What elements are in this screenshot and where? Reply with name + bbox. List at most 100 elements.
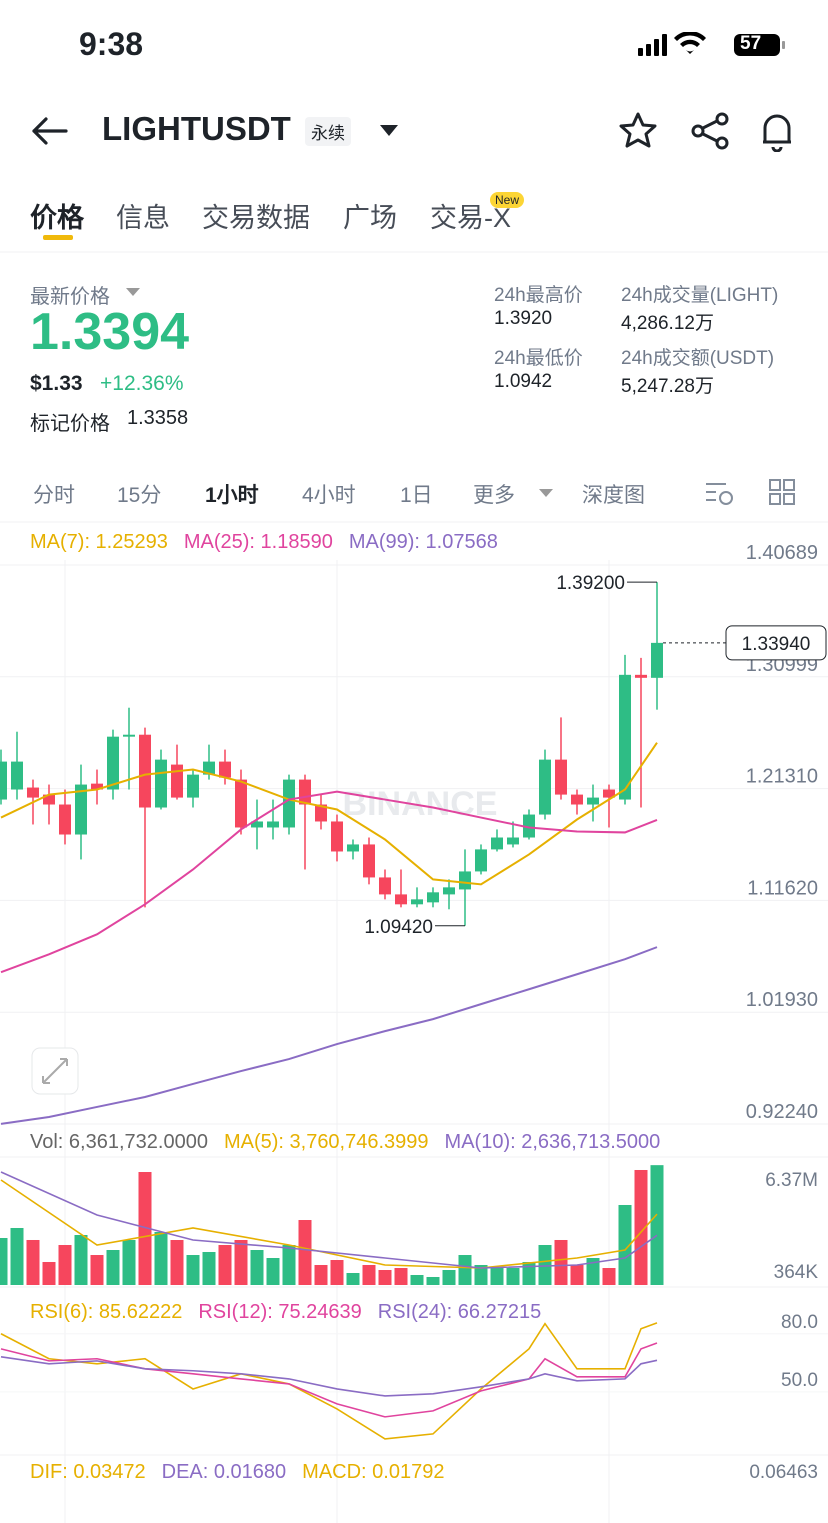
candle-body xyxy=(235,779,247,828)
volume-bar xyxy=(458,1255,472,1285)
candle-body xyxy=(635,674,647,678)
legend-item: MA(99): 1.07568 xyxy=(349,531,498,553)
volume-bar xyxy=(298,1220,312,1285)
indicator-line xyxy=(0,946,658,1125)
symbol-dropdown[interactable] xyxy=(378,122,400,138)
interval[interactable]: 深度图 xyxy=(582,484,645,507)
back-button[interactable] xyxy=(30,114,70,148)
alert-button[interactable] xyxy=(763,114,791,152)
status-icons xyxy=(638,32,785,56)
indicator-line xyxy=(0,1171,658,1269)
stat-label: 24h最低价 xyxy=(494,348,583,369)
price-label-dropdown[interactable] xyxy=(125,286,141,298)
high-label: 1.39200 xyxy=(556,573,625,594)
volume-bar xyxy=(634,1169,648,1285)
legend-item: DIF: 0.03472 xyxy=(30,1461,146,1483)
candle-body xyxy=(395,894,407,905)
candle-body xyxy=(619,674,631,800)
watermark: BINANCE xyxy=(343,785,498,823)
stat-value: 1.0942 xyxy=(494,371,553,392)
candle-body xyxy=(155,759,167,808)
volume-bar xyxy=(26,1239,40,1285)
volume-bar xyxy=(74,1235,88,1285)
candle-body xyxy=(539,759,551,815)
y-tick-label: 1.40689 xyxy=(746,542,818,564)
expand-button[interactable] xyxy=(31,1047,79,1095)
volume-bar xyxy=(202,1251,216,1285)
volume-bar xyxy=(410,1274,424,1285)
y-tick-label: 50.0 xyxy=(781,1370,818,1391)
legend-item: MA(7): 1.25293 xyxy=(30,531,168,553)
low-label: 1.09420 xyxy=(364,917,433,938)
favorite-button[interactable] xyxy=(619,112,657,148)
candle-body xyxy=(507,837,519,845)
volume-bar xyxy=(0,1237,8,1285)
volume-bar xyxy=(234,1239,248,1285)
interval[interactable]: 1日 xyxy=(400,484,433,507)
volume-bar xyxy=(106,1249,120,1285)
candle-body xyxy=(219,761,231,778)
volume-bar xyxy=(362,1264,376,1285)
volume-bar xyxy=(170,1239,184,1285)
volume-bar xyxy=(10,1227,24,1285)
mark-price: 1.3358 xyxy=(127,407,189,429)
candle-body xyxy=(379,877,391,895)
candle-body xyxy=(187,774,199,798)
symbol[interactable]: LIGHTUSDT xyxy=(102,110,291,147)
legend-item: MA(25): 1.18590 xyxy=(184,531,333,553)
tab[interactable]: 价格 xyxy=(30,203,84,233)
volume-bar xyxy=(330,1260,344,1285)
tab[interactable]: 广场 xyxy=(343,203,397,233)
candle-body xyxy=(363,844,375,878)
interval[interactable]: 更多 xyxy=(473,484,515,507)
interval[interactable]: 1小时 xyxy=(205,484,259,507)
volume-bar xyxy=(602,1268,616,1285)
interval[interactable]: 4小时 xyxy=(302,484,356,507)
volume-bar xyxy=(90,1255,104,1285)
candle-body xyxy=(283,779,295,828)
volume-bar xyxy=(522,1261,536,1285)
battery-level: 57 xyxy=(740,33,762,54)
y-tick-label: 6.37M xyxy=(765,1170,818,1191)
candle-body xyxy=(443,887,455,895)
tab[interactable]: 交易数据 xyxy=(202,203,310,233)
volume-bar xyxy=(138,1172,152,1285)
more-dropdown[interactable] xyxy=(538,487,554,499)
y-tick-label: 1.01930 xyxy=(746,989,818,1011)
candle-body xyxy=(427,892,439,903)
legend-item: DEA: 0.01680 xyxy=(162,1461,287,1483)
volume-bar xyxy=(314,1264,328,1285)
volume-bar xyxy=(154,1232,168,1285)
candle-body xyxy=(315,804,327,822)
indicator-line xyxy=(0,1322,658,1440)
candle-body xyxy=(571,794,583,805)
stat-value: 4,286.12万 xyxy=(621,313,714,334)
tab[interactable]: 交易-X xyxy=(430,203,511,233)
volume-bar xyxy=(58,1245,72,1285)
volume-bar xyxy=(442,1270,456,1285)
price-change: +12.36% xyxy=(100,372,184,395)
candle-body xyxy=(251,821,263,828)
indicator-line xyxy=(0,790,658,974)
last-price: 1.3394 xyxy=(30,303,190,361)
interval[interactable]: 15分 xyxy=(117,484,162,507)
tab[interactable]: 信息 xyxy=(116,203,170,233)
volume-bar xyxy=(570,1264,584,1285)
volume-bar xyxy=(378,1270,392,1285)
candle-body xyxy=(475,849,487,872)
share-button[interactable] xyxy=(691,112,729,150)
chart-settings[interactable] xyxy=(704,478,800,508)
volume-bar xyxy=(122,1239,136,1285)
legend-item: MA(5): 3,760,746.3999 xyxy=(224,1131,429,1153)
volume-bar xyxy=(346,1273,360,1285)
candle-body xyxy=(75,784,87,835)
new-badge: New xyxy=(490,192,525,208)
candle-body xyxy=(0,761,7,800)
candle-body xyxy=(139,734,151,808)
interval[interactable]: 分时 xyxy=(33,484,75,507)
candle-body xyxy=(43,794,55,805)
y-tick-label: 1.21310 xyxy=(746,766,818,788)
stat-label: 24h最高价 xyxy=(494,285,583,306)
